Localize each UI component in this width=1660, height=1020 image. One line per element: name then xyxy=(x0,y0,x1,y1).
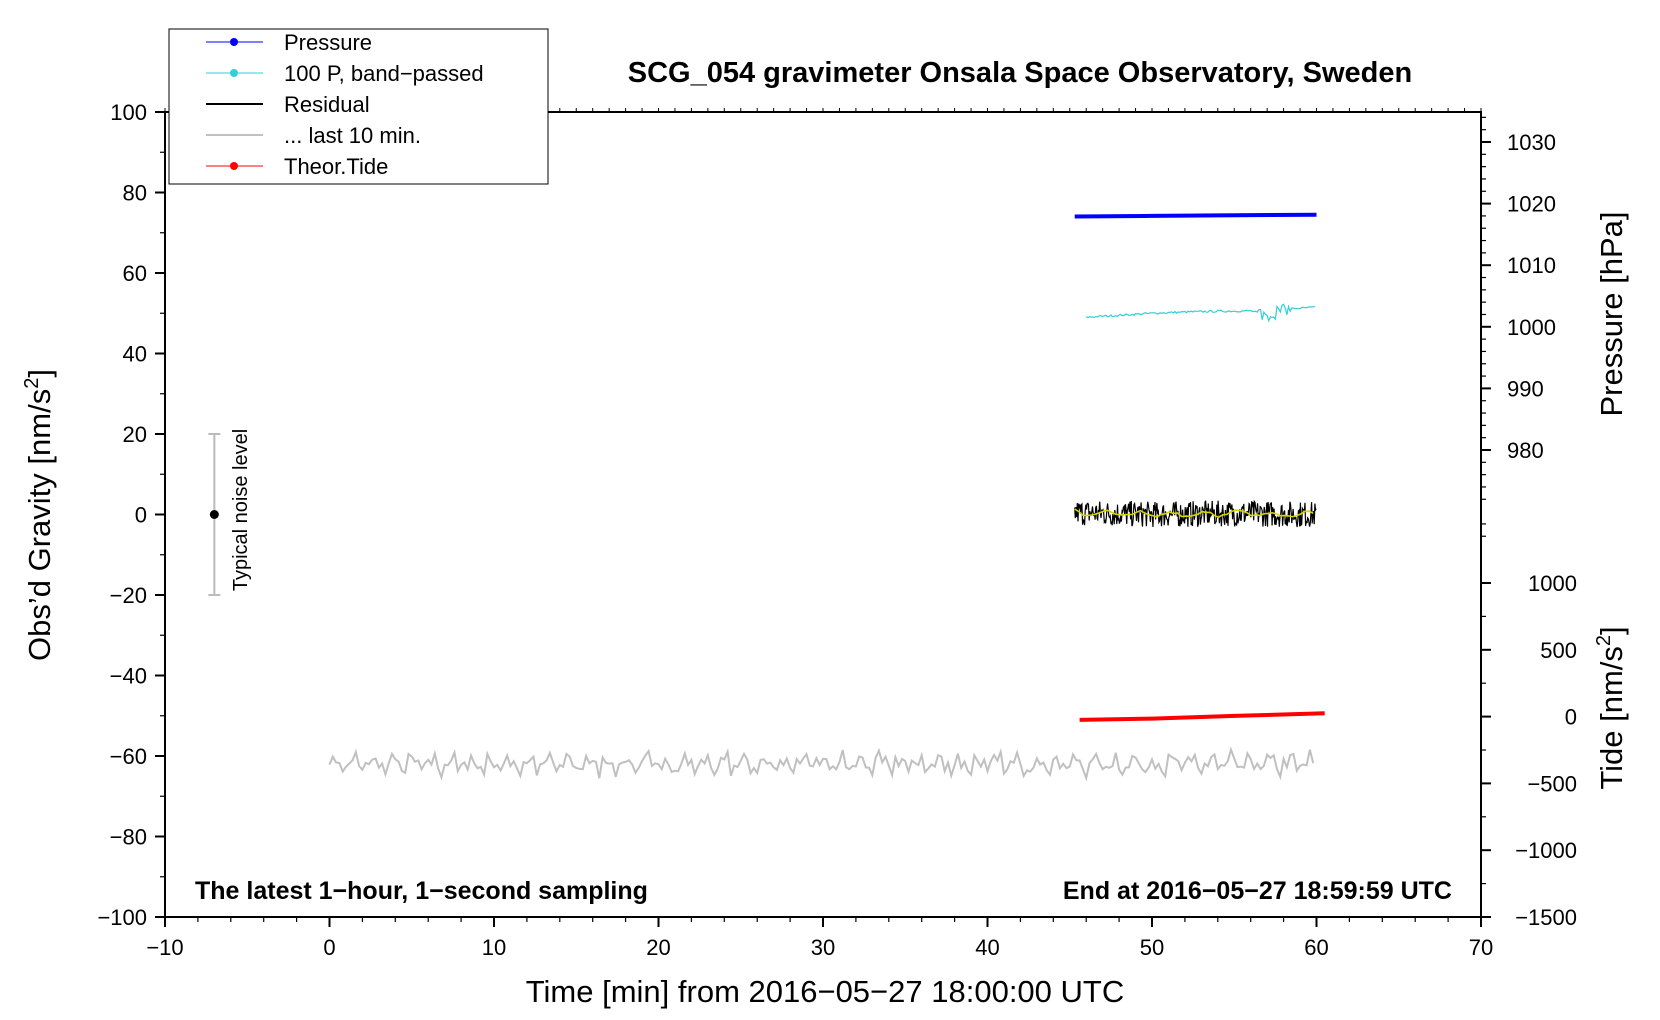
chart-title: SCG_054 gravimeter Onsala Space Observat… xyxy=(628,57,1412,89)
legend-box xyxy=(168,28,549,185)
x-axis-label: Time [min] from 2016−05−27 18:00:00 UTC xyxy=(526,974,1125,1009)
x-tick-label: 50 xyxy=(1140,935,1164,960)
legend-label-theor-tide: Theor.Tide xyxy=(284,154,388,179)
x-tick-label: 30 xyxy=(811,935,835,960)
y-tick-label: 80 xyxy=(123,181,147,206)
y-tick-label: 20 xyxy=(123,422,147,447)
x-tick-label: 20 xyxy=(646,935,670,960)
y-tick-label: 40 xyxy=(123,342,147,367)
tide-tick-label: −500 xyxy=(1527,771,1577,796)
legend-label-last-10-min: ... last 10 min. xyxy=(284,123,421,148)
y-axis-label-tide: Tide [nm/s2] xyxy=(1593,626,1629,789)
note-latest-hour: The latest 1−hour, 1−second sampling xyxy=(195,877,648,905)
legend-marker-pressure xyxy=(230,38,238,46)
y-tick-label: −40 xyxy=(110,664,147,689)
tide-tick-label: 0 xyxy=(1565,705,1577,730)
theor-tide-line xyxy=(1079,711,1325,722)
y-axis-label-left: Obs’d Gravity [nm/s2] xyxy=(21,369,57,661)
tide-tick-label: −1000 xyxy=(1515,838,1577,863)
residual-line xyxy=(1074,499,1317,528)
y-tick-label: −80 xyxy=(110,825,147,850)
x-tick-label: 0 xyxy=(323,935,335,960)
y-tick-label: −20 xyxy=(110,583,147,608)
tide-tick-label: 1000 xyxy=(1528,571,1577,596)
pressure-tick-label: 980 xyxy=(1507,438,1544,463)
residual-smooth-line xyxy=(1074,508,1314,519)
pressure-tick-label: 1000 xyxy=(1507,315,1556,340)
legend-label-band-passed: 100 P, band−passed xyxy=(284,61,484,86)
pressure-tick-label: 1030 xyxy=(1507,130,1556,155)
pressure-line xyxy=(1074,212,1317,219)
legend-marker-theor-tide xyxy=(230,162,238,170)
legend-label-pressure: Pressure xyxy=(284,30,372,55)
data-layer xyxy=(208,212,1325,782)
x-tick-label: 10 xyxy=(482,935,506,960)
noise-level-label: Typical noise level xyxy=(230,429,252,591)
y-axis-label-pressure: Pressure [hPa] xyxy=(1594,211,1629,416)
x-tick-label: 40 xyxy=(975,935,999,960)
tide-tick-label: 500 xyxy=(1540,638,1577,663)
tide-tick-label: −1500 xyxy=(1515,905,1577,930)
x-tick-label: 60 xyxy=(1304,935,1328,960)
x-tick-label: 70 xyxy=(1469,935,1493,960)
legend-marker-band-passed xyxy=(230,69,238,77)
y-tick-label: 60 xyxy=(123,261,147,286)
y-tick-label: −60 xyxy=(110,744,147,769)
legend-label-residual: Residual xyxy=(284,92,370,117)
legend: Pressure 100 P, band−passed Residual ... la… xyxy=(168,28,549,185)
pressure-tick-label: 1020 xyxy=(1507,192,1556,217)
ticks-layer: −10 0 10 20 30 40 50 60 70100806040200−20−40−60−… xyxy=(97,100,1577,960)
y-tick-label: 100 xyxy=(110,100,147,125)
last-10-min-line xyxy=(328,746,1315,782)
note-end-time: End at 2016−05−27 18:59:59 UTC xyxy=(1063,877,1452,905)
x-tick-label: −10 xyxy=(146,935,183,960)
pressure-tick-label: 990 xyxy=(1507,376,1544,401)
pressure-tick-label: 1010 xyxy=(1507,253,1556,278)
y-tick-label: 0 xyxy=(135,503,147,528)
band-passed-line xyxy=(1085,303,1316,323)
noise-bar-dot xyxy=(209,510,219,519)
y-tick-label: −100 xyxy=(97,905,147,930)
